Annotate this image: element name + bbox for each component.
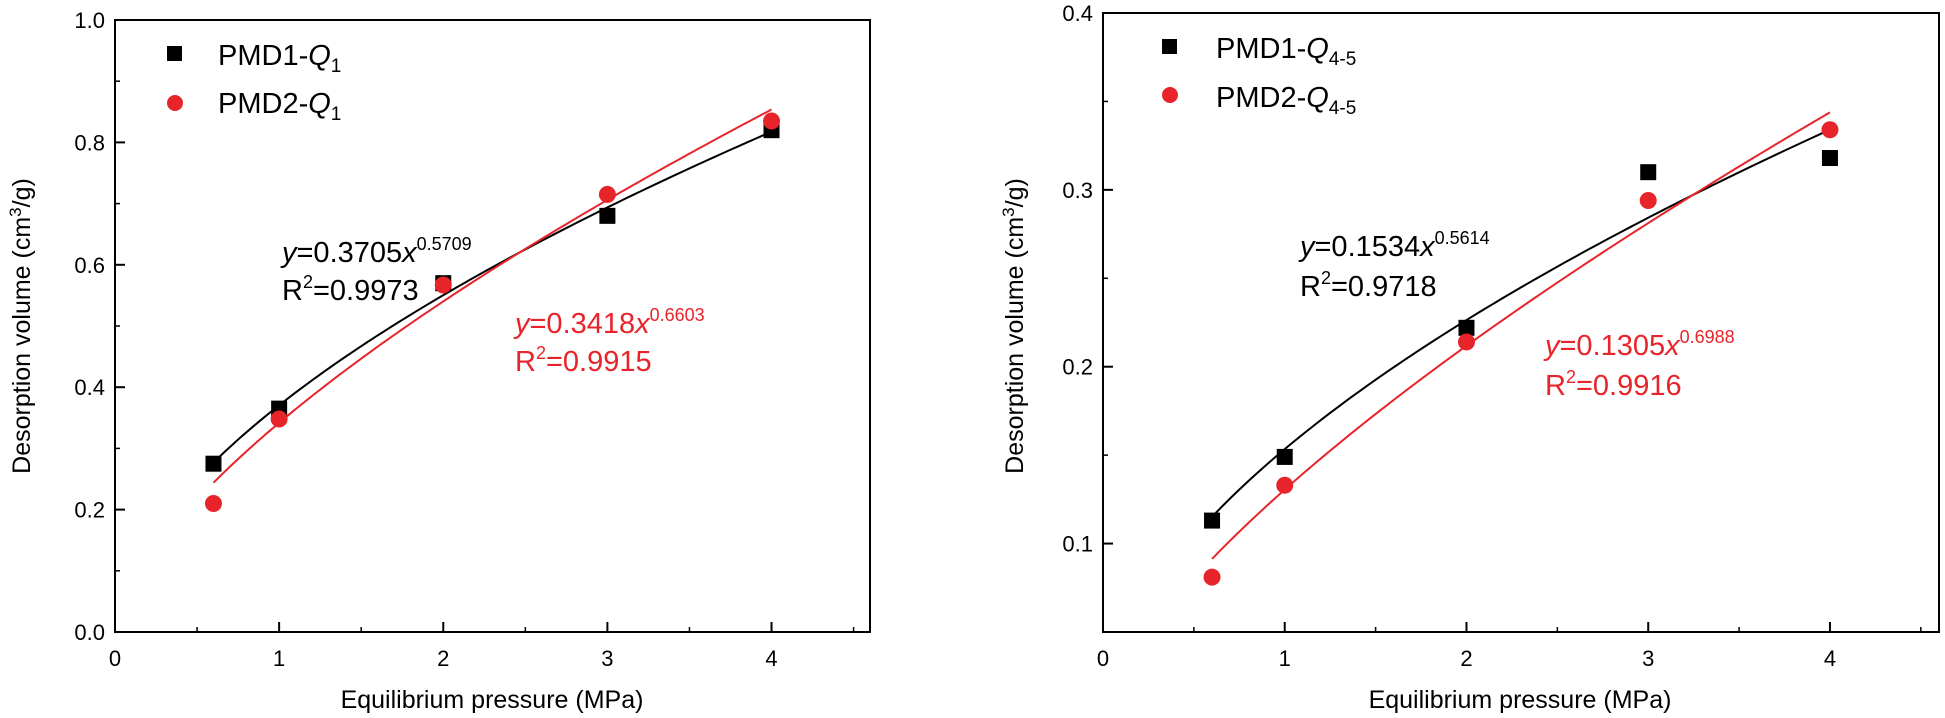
fit-r2-text: R2=0.9916 — [1545, 367, 1682, 402]
x-tick-label: 2 — [1460, 646, 1472, 671]
right-fit-equation-pmd2: y=0.1305x0.6988 R2=0.9916 — [1543, 327, 1735, 402]
left-y-axis-label: Desorption volume (cm3/g) — [6, 178, 37, 474]
left-data-points — [204, 112, 781, 512]
legend-marker-square — [167, 46, 182, 61]
right-y-axis-label: Desorption volume (cm3/g) — [999, 178, 1030, 474]
data-point-square — [1204, 512, 1221, 529]
fit-equation-text: y=0.1305x0.6988 — [1543, 327, 1735, 362]
x-tick-label: 3 — [1642, 646, 1654, 671]
right-fit-curves — [1211, 111, 1831, 560]
x-tick-label: 0 — [109, 646, 121, 671]
legend-label-pmd2-q4-5: PMD2-Q4-5 — [1216, 82, 1356, 119]
x-tick-label: 4 — [765, 646, 777, 671]
fit-curve — [1211, 111, 1831, 560]
data-point-square — [599, 207, 616, 224]
y-tick-label: 0.4 — [74, 375, 105, 400]
right-fit-equation-pmd1: y=0.1534x0.5614 R2=0.9718 — [1298, 228, 1490, 303]
right-legend: PMD1-Q4-5 PMD2-Q4-5 — [1162, 33, 1356, 119]
data-point-circle — [1203, 568, 1221, 586]
data-point-square — [1276, 448, 1293, 465]
left-fit-equation-pmd1: y=0.3705x0.5709 R2=0.9973 — [280, 234, 472, 307]
fit-equation-text: y=0.1534x0.5614 — [1298, 228, 1490, 263]
data-point-circle — [270, 410, 288, 428]
y-tick-label: 0.6 — [74, 253, 105, 278]
y-tick-label: 0.0 — [74, 620, 105, 645]
right-y-ticks: 0.1 0.2 0.3 0.4 — [1062, 1, 1113, 557]
y-tick-label: 0.3 — [1062, 178, 1093, 203]
right-x-axis-label: Equilibrium pressure (MPa) — [1369, 686, 1672, 714]
y-tick-label: 1.0 — [74, 8, 105, 33]
left-x-ticks: 0 1 2 3 4 — [109, 622, 855, 671]
fit-equation-text: y=0.3418x0.6603 — [513, 305, 705, 340]
x-tick-label: 1 — [273, 646, 285, 671]
x-tick-label: 4 — [1824, 646, 1836, 671]
left-fit-curves — [212, 108, 772, 484]
x-tick-label: 3 — [601, 646, 613, 671]
fit-curve — [1211, 128, 1831, 518]
x-tick-label: 0 — [1097, 646, 1109, 671]
x-tick-label: 2 — [437, 646, 449, 671]
left-fit-equation-pmd2: y=0.3418x0.6603 R2=0.9915 — [513, 305, 705, 378]
fit-curve — [212, 130, 772, 464]
left-y-ticks: 0.0 0.2 0.4 0.6 0.8 1.0 — [74, 8, 125, 645]
data-point-circle — [1276, 476, 1294, 494]
fit-equation-text: y=0.3705x0.5709 — [280, 234, 472, 269]
y-tick-label: 0.2 — [1062, 355, 1093, 380]
data-point-circle — [1639, 191, 1657, 209]
legend-label-pmd2-q1: PMD2-Q1 — [218, 88, 341, 125]
data-point-square — [1640, 164, 1657, 181]
data-point-square — [1458, 319, 1475, 336]
y-tick-label: 0.1 — [1062, 532, 1093, 557]
legend-marker-circle — [167, 95, 183, 111]
data-point-square — [205, 455, 222, 472]
legend-label-pmd1-q1: PMD1-Q1 — [218, 40, 341, 77]
data-point-circle — [598, 185, 616, 203]
left-x-axis-label: Equilibrium pressure (MPa) — [341, 686, 644, 714]
left-legend: PMD1-Q1 PMD2-Q1 — [167, 40, 341, 125]
right-plot-frame — [1102, 12, 1940, 633]
y-tick-label: 0.2 — [74, 498, 105, 523]
data-point-circle — [1821, 121, 1839, 139]
data-point-circle — [763, 112, 781, 130]
legend-label-pmd1-q4-5: PMD1-Q4-5 — [1216, 33, 1356, 70]
data-point-square — [1821, 150, 1838, 167]
fit-r2-text: R2=0.9973 — [282, 272, 419, 307]
y-tick-label: 0.8 — [74, 130, 105, 155]
right-data-points — [1203, 121, 1839, 586]
data-point-circle — [434, 276, 452, 294]
data-point-circle — [1457, 333, 1475, 351]
fit-curve — [212, 108, 772, 484]
y-tick-label: 0.4 — [1062, 1, 1093, 26]
right-x-ticks: 0 1 2 3 4 — [1097, 622, 1922, 671]
right-chart: 0 1 2 3 4 0.1 0.2 0.3 0.4 Equilibrium pressure … — [999, 1, 1940, 714]
data-point-circle — [204, 494, 222, 512]
legend-marker-square — [1162, 39, 1177, 54]
fit-r2-text: R2=0.9915 — [515, 343, 652, 378]
left-chart: 0 1 2 3 4 0.0 0.2 0.4 0.6 0.8 1.0 Equilibrium pre… — [6, 8, 871, 714]
x-tick-label: 1 — [1279, 646, 1291, 671]
legend-marker-circle — [1162, 87, 1178, 103]
fit-r2-text: R2=0.9718 — [1300, 268, 1437, 303]
